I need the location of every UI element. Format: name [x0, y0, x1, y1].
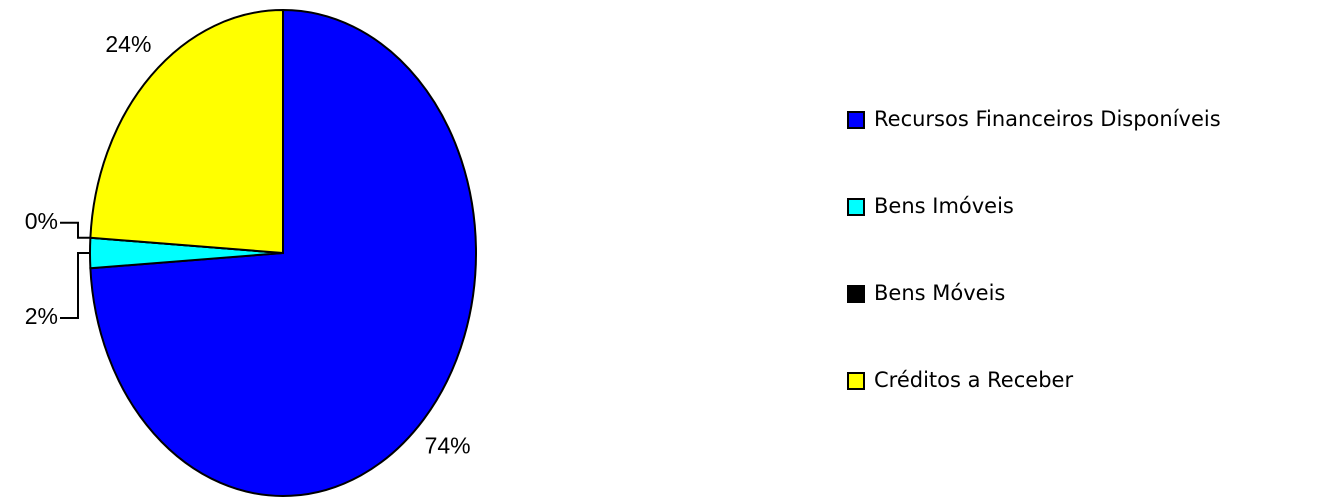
legend-swatch — [847, 372, 865, 390]
leader-line — [60, 221, 91, 239]
legend-swatch — [847, 285, 865, 303]
legend-label: Bens Imóveis — [874, 194, 1014, 218]
legend-label: Bens Móveis — [874, 281, 1005, 305]
data-label: 74% — [425, 433, 471, 459]
leader-line — [60, 252, 90, 319]
data-label: 0% — [25, 208, 58, 234]
legend-label: Recursos Financeiros Disponíveis — [874, 107, 1221, 131]
legend-label: Créditos a Receber — [874, 368, 1073, 392]
data-label: 24% — [105, 31, 151, 57]
pie-slice — [89, 8, 284, 255]
legend-swatch — [847, 111, 865, 129]
data-label: 2% — [25, 303, 58, 329]
legend-swatch — [847, 198, 865, 216]
